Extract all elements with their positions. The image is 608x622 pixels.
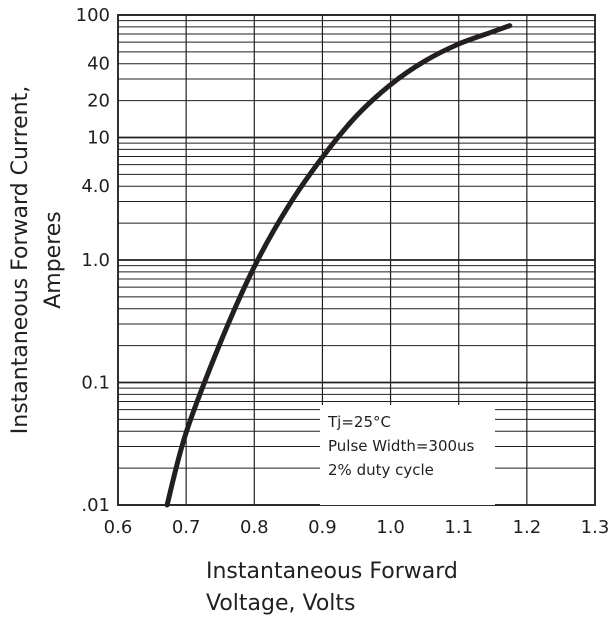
tick-labels: 0.6 0.7 0.8 0.9 1.0 1.1 1.2 1.3 100 40 20 10 4.0 1.0 0… (76, 5, 608, 538)
x-axis-title: Instantaneous Forward (206, 559, 458, 584)
x-tick-label: 0.6 (104, 517, 133, 538)
y-tick-label: 4.0 (81, 176, 110, 197)
x-tick-label: 1.2 (513, 517, 542, 538)
x-tick-label: 0.8 (240, 517, 269, 538)
annotation-text: 2% duty cycle (328, 461, 434, 479)
annotation-text: Tj=25°C (327, 413, 391, 431)
forward-current-line (164, 23, 513, 508)
annotation-box: Tj=25°C Pulse Width=300us 2% duty cycle (320, 405, 495, 505)
x-tick-label: 1.0 (376, 517, 405, 538)
y-axis-title: Amperes (41, 211, 66, 309)
y-tick-label: 10 (87, 128, 110, 149)
series-curve (164, 23, 513, 508)
y-tick-label: 100 (76, 5, 110, 26)
y-axis-title: Instantaneous Forward Current, (8, 86, 33, 434)
y-tick-label: 20 (87, 91, 110, 112)
x-tick-label: 0.9 (308, 517, 337, 538)
chart-grid (117, 14, 596, 506)
y-tick-label: 40 (87, 54, 110, 75)
y-tick-label: 0.1 (81, 373, 110, 394)
x-tick-label: 1.3 (581, 517, 608, 538)
x-axis-title: Voltage, Volts (206, 591, 356, 616)
axis-titles: Instantaneous Forward Voltage, Volts Insta… (8, 86, 458, 616)
y-tick-label: .01 (81, 495, 110, 516)
annotation-background (320, 405, 495, 505)
annotation-text: Pulse Width=300us (328, 437, 475, 455)
x-tick-label: 0.7 (172, 517, 201, 538)
y-tick-label: 1.0 (81, 250, 110, 271)
x-tick-label: 1.1 (444, 517, 473, 538)
